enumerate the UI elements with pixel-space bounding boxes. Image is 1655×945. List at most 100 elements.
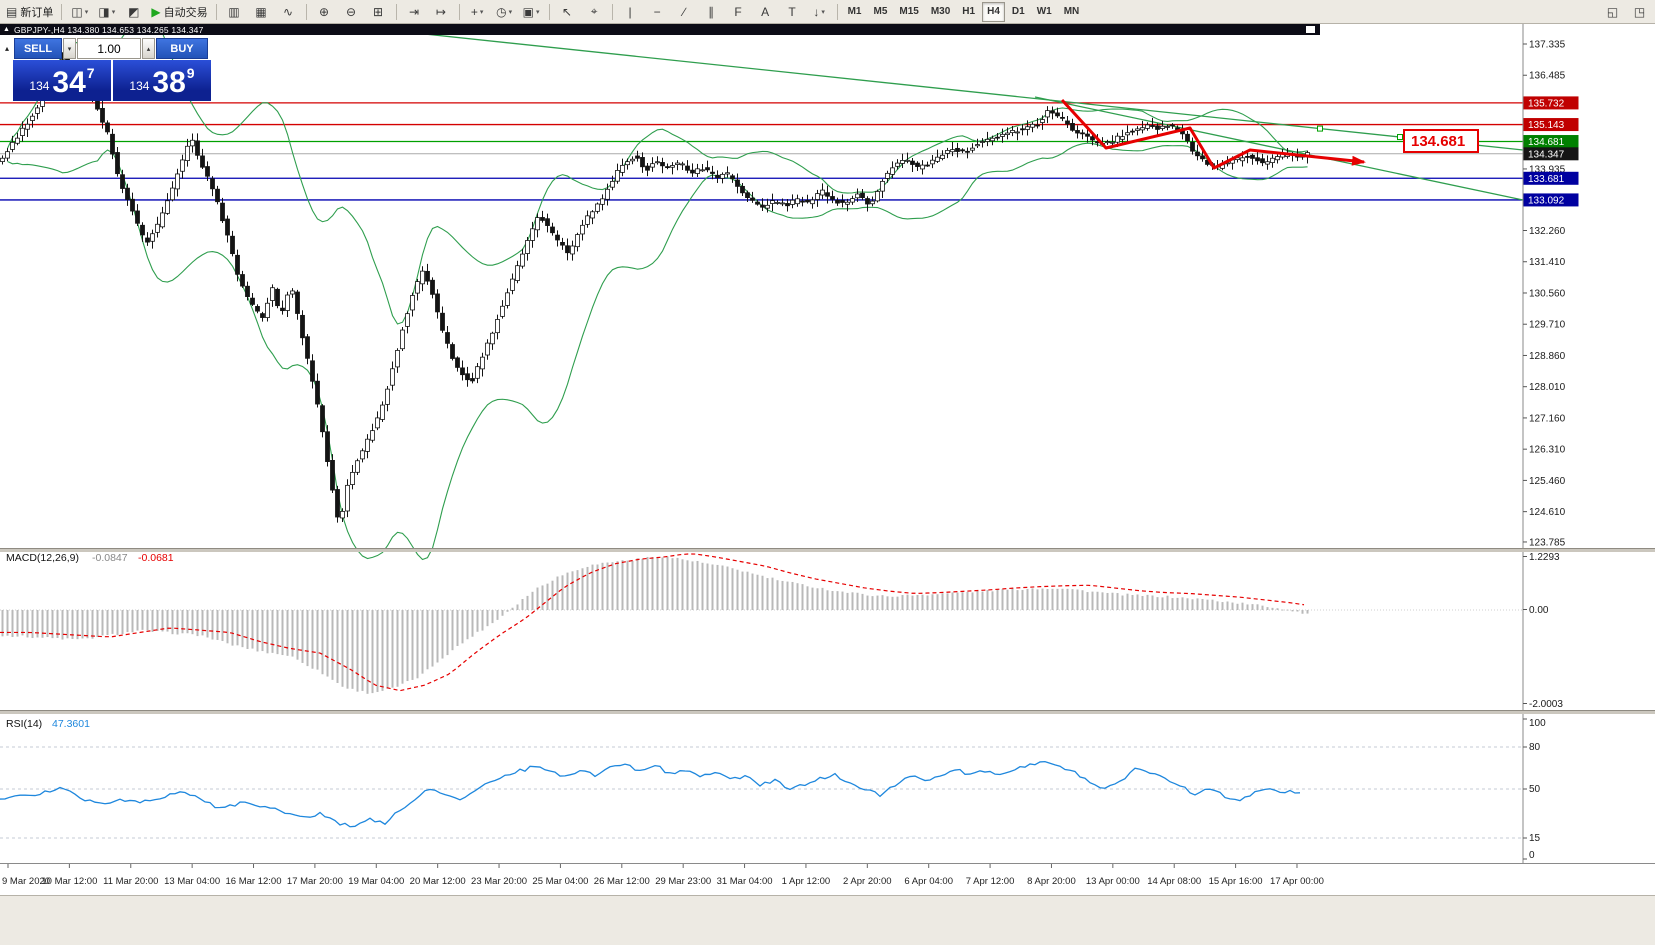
timeframe-m5-button[interactable]: M5 bbox=[873, 6, 888, 17]
zoom-in-button[interactable]: ⊕ bbox=[312, 1, 337, 22]
autotrading-button[interactable]: ▶ 自动交易 bbox=[148, 1, 210, 22]
horizontal-line-button[interactable]: − bbox=[645, 1, 670, 22]
time-axis-label: 14 Apr 08:00 bbox=[1147, 876, 1201, 887]
toolbar-separator bbox=[61, 3, 63, 20]
time-axis-label: 7 Apr 12:00 bbox=[966, 876, 1015, 887]
price-level-badge-text: 133.681 bbox=[1528, 174, 1565, 185]
price-level-badge-text: 135.732 bbox=[1528, 98, 1565, 109]
candlestick-chart-button[interactable]: ▦ bbox=[249, 1, 274, 22]
chart-icon: ▲ bbox=[3, 26, 10, 33]
crosshair-button[interactable]: ⌖ bbox=[582, 1, 607, 22]
buy-button[interactable]: BUY bbox=[156, 38, 208, 59]
chart-objects-layer bbox=[0, 24, 1524, 561]
bar-chart-icon: ▥ bbox=[228, 4, 240, 19]
chevron-down-icon: ▾ bbox=[479, 8, 484, 16]
bar-chart-button[interactable]: ▥ bbox=[222, 1, 247, 22]
timeframe-mn-button[interactable]: MN bbox=[1063, 6, 1080, 17]
time-axis-label: 31 Mar 04:00 bbox=[717, 876, 773, 887]
indicators-button[interactable]: + ▾ bbox=[465, 1, 490, 22]
templates-button[interactable]: ▣ ▾ bbox=[519, 1, 544, 22]
cursor-icon: ↖ bbox=[562, 4, 573, 19]
time-axis-label: 16 Mar 12:00 bbox=[226, 876, 282, 887]
sell-price-pips: 34 bbox=[52, 66, 86, 99]
new-chart-button[interactable]: ◫ ▾ bbox=[67, 1, 92, 22]
trendline-2[interactable] bbox=[1034, 96, 1524, 201]
zoom-out-button[interactable]: ⊖ bbox=[339, 1, 364, 22]
timeframe-m30-button[interactable]: M30 bbox=[930, 6, 951, 17]
buy-price-pips: 38 bbox=[152, 66, 186, 99]
periods-icon: ◷ bbox=[496, 4, 507, 19]
timeframe-m1-button[interactable]: M1 bbox=[847, 6, 862, 17]
trendline-button[interactable]: ∕ bbox=[672, 1, 697, 22]
macd-axis-label: 1.2293 bbox=[1529, 552, 1560, 563]
time-axis-label: 25 Mar 04:00 bbox=[532, 876, 588, 887]
vertical-line-button[interactable]: | bbox=[618, 1, 643, 22]
bollinger-lower-band bbox=[7, 142, 1308, 561]
vertical-line-icon: | bbox=[628, 4, 632, 19]
timeframe-w1-button[interactable]: W1 bbox=[1036, 6, 1052, 17]
volume-decrease-button[interactable]: ▾ bbox=[63, 38, 76, 59]
tile-windows-button[interactable]: ⊞ bbox=[366, 1, 391, 22]
trendline-1[interactable] bbox=[329, 24, 1524, 151]
volume-input[interactable] bbox=[77, 38, 141, 59]
trendline-handle[interactable] bbox=[1317, 125, 1323, 132]
price-callout-text: 134.681 bbox=[1411, 133, 1465, 150]
price-tick-label: 132.260 bbox=[1529, 226, 1566, 237]
line-chart-icon: ∿ bbox=[283, 4, 294, 19]
trendline-handle[interactable] bbox=[1397, 134, 1403, 141]
price-tick-label: 123.785 bbox=[1529, 537, 1566, 548]
line-chart-button[interactable]: ∿ bbox=[276, 1, 301, 22]
time-axis-label: 11 Mar 20:00 bbox=[103, 876, 158, 887]
volume-increase-button[interactable]: ▴ bbox=[142, 38, 155, 59]
timeframe-h4-button[interactable]: H4 bbox=[982, 1, 1005, 22]
fibonacci-button[interactable]: F bbox=[726, 1, 751, 22]
rsi-axis-label: 15 bbox=[1529, 833, 1541, 844]
window-arrange-icon[interactable]: ◳ bbox=[1633, 4, 1646, 19]
market-watch-button[interactable]: ◩ bbox=[121, 1, 146, 22]
price-level-badge bbox=[1523, 118, 1579, 132]
time-axis-label: 10 Mar 12:00 bbox=[41, 876, 97, 887]
arrows-icon: ↓ bbox=[813, 4, 820, 19]
chevron-down-icon: ▾ bbox=[535, 8, 540, 16]
buy-price-point: 9 bbox=[186, 65, 195, 81]
chevron-down-icon: ▾ bbox=[111, 8, 116, 16]
time-axis-label: 23 Mar 20:00 bbox=[471, 876, 527, 887]
chart-shift-icon: ↦ bbox=[436, 4, 447, 19]
toolbar-separator bbox=[215, 3, 217, 20]
new-order-button[interactable]: ▤ 新订单 bbox=[3, 1, 56, 22]
collapse-panel-button[interactable]: ▴ bbox=[4, 44, 9, 53]
restore-window-button[interactable] bbox=[1306, 26, 1315, 33]
price-level-badge bbox=[1523, 171, 1579, 185]
chart-shift-button[interactable]: ↦ bbox=[429, 1, 454, 22]
templates-icon: ▣ bbox=[522, 4, 534, 19]
panel-splitter[interactable] bbox=[0, 710, 1655, 714]
panel-splitter[interactable] bbox=[0, 548, 1655, 552]
time-axis-label: 19 Mar 04:00 bbox=[348, 876, 404, 887]
sell-button[interactable]: SELL bbox=[14, 38, 62, 59]
chart-profile-icon[interactable]: ◱ bbox=[1606, 4, 1619, 19]
periods-button[interactable]: ◷ ▾ bbox=[492, 1, 517, 22]
time-axis-label: 13 Mar 04:00 bbox=[164, 876, 220, 887]
timeframe-m15-button[interactable]: M15 bbox=[899, 6, 919, 17]
sell-price-display[interactable]: 134 34 7 bbox=[13, 60, 111, 101]
macd-label: MACD(12,26,9) bbox=[6, 552, 79, 564]
auto-scroll-button[interactable]: ⇥ bbox=[402, 1, 427, 22]
text-label-button[interactable]: T bbox=[780, 1, 805, 22]
cursor-button[interactable]: ↖ bbox=[555, 1, 580, 22]
buy-price-display[interactable]: 134 38 9 bbox=[113, 60, 211, 101]
price-level-badge bbox=[1523, 96, 1579, 110]
chart-title-bar: ▲ GBPJPY-,H4 134.380 134.653 134.265 134… bbox=[0, 24, 1320, 35]
arrows-button[interactable]: ↓ ▾ bbox=[807, 1, 832, 22]
timeframe-h1-button[interactable]: H1 bbox=[962, 6, 976, 17]
equidistant-channel-button[interactable]: ∥ bbox=[699, 1, 724, 22]
profiles-button[interactable]: ◨ ▾ bbox=[94, 1, 119, 22]
text-button[interactable]: A bbox=[753, 1, 778, 22]
price-tick-label: 128.010 bbox=[1529, 382, 1566, 393]
price-level-badge-text: 134.347 bbox=[1528, 149, 1565, 160]
timeframe-d1-button[interactable]: D1 bbox=[1011, 6, 1025, 17]
price-tick-label: 131.410 bbox=[1529, 257, 1566, 268]
trend-arrow-annotation[interactable] bbox=[1060, 98, 1366, 170]
chevron-down-icon: ▾ bbox=[84, 8, 89, 16]
price-callout-box[interactable] bbox=[1403, 129, 1479, 153]
buy-price-figure: 134 bbox=[129, 79, 150, 93]
